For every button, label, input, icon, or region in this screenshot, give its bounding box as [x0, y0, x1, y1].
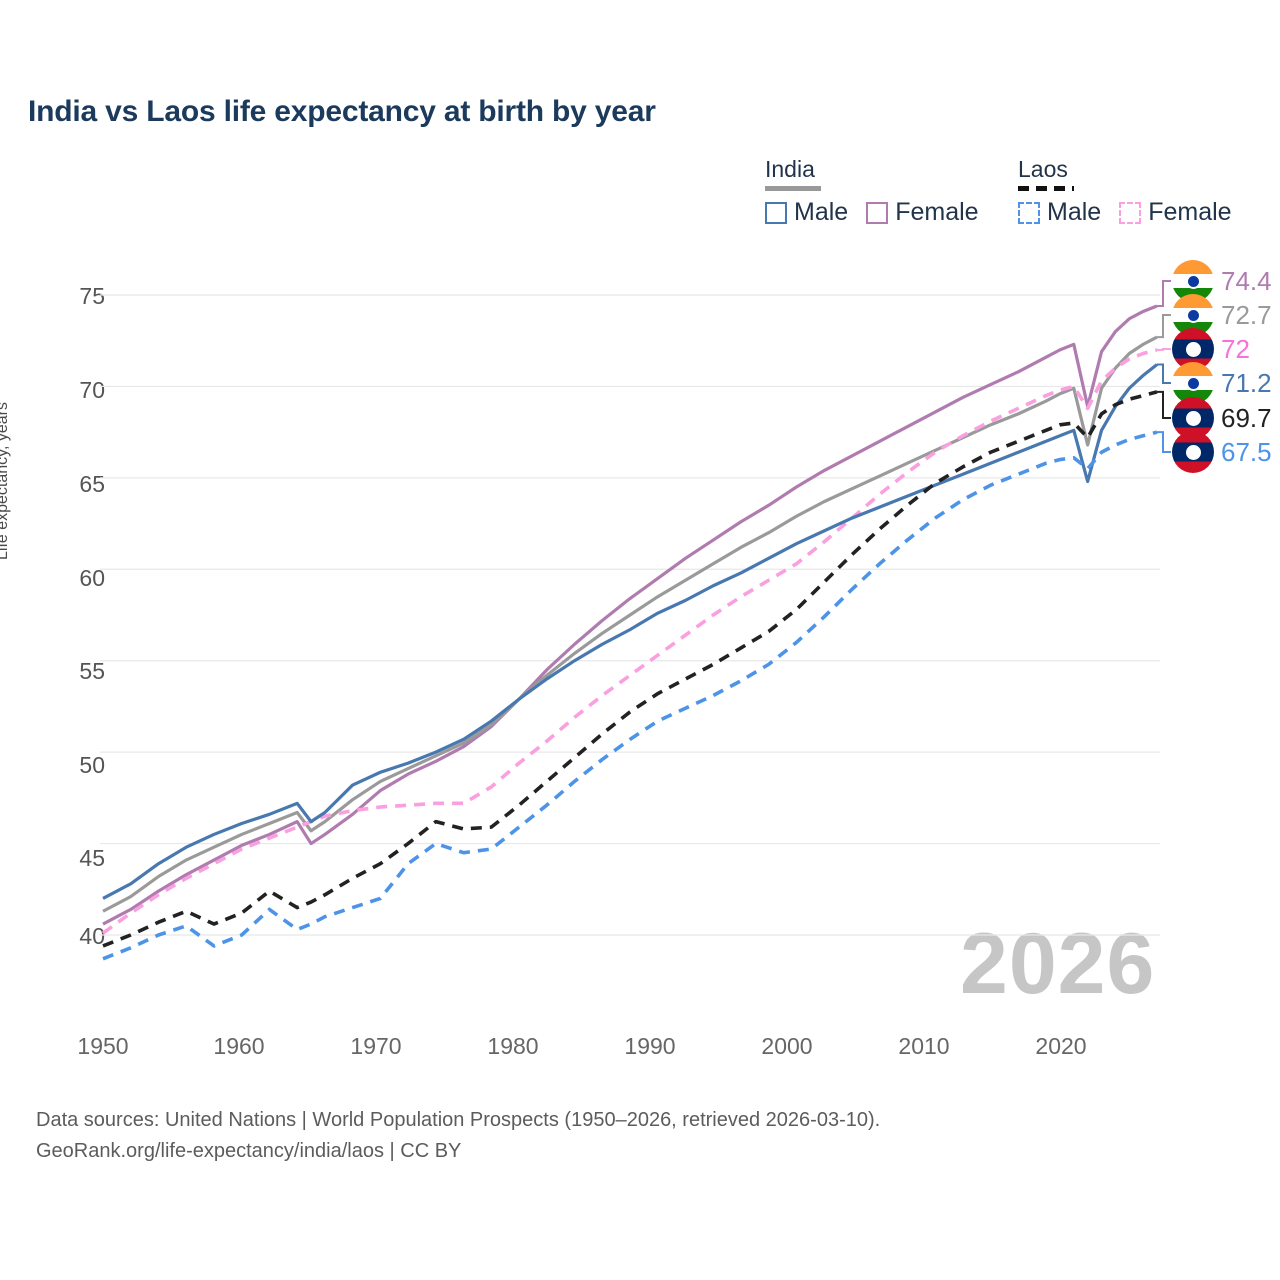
x-tick-label: 1970 — [350, 1033, 402, 1059]
x-tick-label: 2010 — [898, 1033, 950, 1059]
legend-group-india: India — [765, 158, 821, 191]
legend-swatch-icon — [1119, 201, 1142, 224]
series-line-laos-male — [102, 430, 1158, 961]
end-label-value: 72.7 — [1221, 300, 1272, 330]
legend-item-label: Male — [794, 198, 849, 226]
legend-item-laos-male[interactable]: Male — [1018, 200, 1101, 225]
series-line-india-female — [102, 304, 1158, 926]
x-tick-label: 2000 — [761, 1033, 813, 1059]
x-tick-label: 2020 — [1035, 1033, 1087, 1059]
end-label-laos-female: 72 — [1172, 327, 1250, 371]
y-tick-label: 75 — [79, 283, 105, 309]
legend-item-label: Female — [895, 198, 979, 226]
legend-group-laos-label: Laos — [1018, 156, 1068, 182]
end-label-value: 69.7 — [1221, 403, 1272, 433]
legend-swatch-icon — [866, 201, 889, 224]
y-tick-label: 40 — [79, 923, 105, 949]
series-line-laos-female — [101, 348, 1158, 935]
year-watermark: 2026 — [960, 916, 1156, 1012]
legend-swatch-icon — [1018, 201, 1040, 224]
end-leader-line — [1157, 431, 1171, 453]
legend-items-laos: Male Female — [1018, 200, 1232, 225]
x-tick-label: 1980 — [487, 1033, 539, 1059]
end-leader-line — [1157, 348, 1171, 351]
y-tick-label: 70 — [79, 377, 105, 403]
legend-item-laos-female[interactable]: Female — [1119, 198, 1232, 226]
end-label-india-total: 72.7 — [1172, 293, 1272, 337]
legend-group-laos-rule — [1018, 186, 1074, 191]
y-tick-label: 55 — [79, 658, 105, 684]
end-leader-line — [1157, 280, 1171, 307]
footer: Data sources: United Nations | World Pop… — [36, 1105, 880, 1167]
y-tick-label: 65 — [79, 471, 105, 497]
footer-sources-line: Data sources: United Nations | World Pop… — [36, 1109, 881, 1131]
end-label-value: 71.2 — [1221, 368, 1272, 398]
y-tick-label: 45 — [79, 845, 105, 871]
laos-flag-icon — [1172, 328, 1214, 370]
end-label-laos-male: 67.5 — [1172, 430, 1272, 474]
legend-group-india-rule — [765, 186, 821, 191]
legend-swatch-icon — [765, 201, 787, 224]
end-label-value: 67.5 — [1221, 437, 1272, 467]
series-line-india-total — [102, 335, 1158, 913]
end-leader-line — [1157, 314, 1171, 339]
chart-legend: India Laos Male Female Male Fem — [760, 158, 1260, 238]
legend-item-label: Female — [1148, 198, 1232, 226]
laos-flag-icon — [1172, 431, 1214, 473]
legend-item-india-male[interactable]: Male — [765, 200, 848, 225]
x-tick-label: 1990 — [624, 1033, 676, 1059]
end-leader-line — [1157, 363, 1171, 384]
series-line-india-male — [102, 363, 1158, 900]
legend-group-laos: Laos — [1018, 158, 1074, 191]
legend-item-label: Male — [1047, 198, 1102, 226]
end-label-india-male: 71.2 — [1172, 361, 1272, 405]
end-label-value: 74.4 — [1221, 266, 1272, 296]
legend-items-india: Male Female — [765, 200, 979, 225]
legend-group-india-label: India — [765, 156, 815, 182]
footer-attribution-line: GeoRank.org/life-expectancy/india/laos |… — [36, 1140, 462, 1162]
page-title: India vs Laos life expectancy at birth b… — [28, 95, 656, 128]
end-leader-line — [1157, 390, 1171, 419]
legend-item-india-female[interactable]: Female — [866, 198, 979, 226]
x-tick-label: 1960 — [213, 1033, 265, 1059]
y-tick-label: 50 — [79, 752, 105, 778]
x-tick-label: 1950 — [77, 1033, 129, 1059]
end-label-value: 72 — [1221, 334, 1250, 364]
series-line-laos-total — [102, 390, 1158, 948]
